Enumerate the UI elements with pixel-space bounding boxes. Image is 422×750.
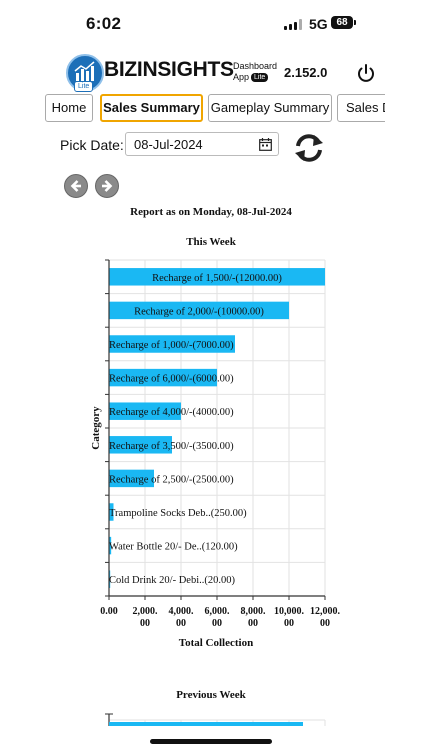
logo-lite-badge: Lite: [74, 81, 94, 92]
app-header: Lite BIZINSIGHTS Dashboard App Lite 2.152…: [0, 52, 422, 92]
chart-logo-icon: [74, 61, 95, 81]
x-tick-label: 2,000. 00: [133, 606, 159, 629]
brand-subtitle-2: App Lite: [233, 72, 269, 83]
bar: [109, 368, 217, 387]
bar-data-label: Recharge of 6,000/-(6000.00): [109, 374, 234, 385]
power-button[interactable]: [355, 62, 377, 84]
bar-data-label: Recharge of 2,500/-(2500.00): [109, 474, 234, 485]
bar: [109, 436, 172, 454]
next-button[interactable]: [95, 174, 119, 198]
refresh-icon[interactable]: [293, 133, 325, 163]
battery-icon: 68: [331, 16, 356, 29]
chart-title-previous-week: Previous Week: [176, 689, 246, 701]
tab-home[interactable]: Home: [45, 94, 93, 122]
bar-data-label: Cold Drink 20/- Debi..(20.00): [109, 575, 235, 586]
brand-subtitle-2-text: App: [233, 72, 250, 82]
bar: [109, 469, 154, 488]
home-indicator: [150, 739, 272, 744]
x-tick-label: 12,000. 00: [310, 606, 341, 629]
brand-name: BIZINSIGHTS: [104, 58, 234, 81]
bar-data-label: Trampoline Socks Deb..(250.00): [109, 508, 247, 519]
tab-bar: Home Sales Summary Gameplay Summary Sale…: [0, 94, 385, 122]
date-picker-row: Pick Date:: [0, 131, 422, 161]
brand-subtitle-1: Dashboard: [233, 61, 278, 71]
previous-icon: [70, 180, 81, 192]
tab-gameplay-summary[interactable]: Gameplay Summary: [208, 94, 332, 122]
bar-data-label: Recharge of 1,000/-(7000.00): [109, 340, 234, 351]
bar-data-label: Recharge of 2,000/-(10000.00): [134, 306, 264, 317]
app-version: 2.152.0: [284, 65, 328, 80]
status-time: 6:02: [86, 14, 122, 33]
pick-date-label: Pick Date:: [60, 137, 124, 153]
bar: [109, 301, 289, 320]
bar: [109, 335, 235, 353]
power-icon: [358, 64, 374, 82]
previous-week-chart: [105, 713, 326, 726]
x-axis-title: Total Collection: [179, 637, 253, 649]
report-title: Report as on Monday, 08-Jul-2024: [130, 206, 292, 218]
bar-data-label: Recharge of 3,500/-(3500.00): [109, 441, 234, 452]
bar: [109, 402, 181, 420]
bar-data-label: Water Bottle 20/- De..(120.00): [109, 542, 238, 553]
bar: [109, 536, 112, 555]
bar-data-label: Recharge of 4,000/-(4000.00): [109, 407, 234, 418]
bar: [109, 268, 325, 286]
x-tick-label: 6,000. 00: [205, 606, 231, 629]
tab-sales-summary[interactable]: Sales Summary: [100, 94, 203, 122]
status-bar: 6:02 5G 68: [0, 0, 422, 50]
x-tick-label: 10,000. 00: [274, 606, 305, 629]
signal-icon: [284, 19, 302, 30]
this-week-chart: Recharge of 1,500/-(12000.00) Recharge of…: [90, 259, 341, 649]
previous-button[interactable]: [64, 174, 88, 198]
calendar-icon[interactable]: [259, 138, 272, 151]
chart-title-this-week: This Week: [186, 236, 236, 248]
next-icon: [102, 180, 113, 192]
y-axis-title: Category: [90, 406, 102, 450]
bar: [109, 503, 114, 521]
lite-badge: Lite: [251, 73, 269, 83]
bar: [109, 722, 303, 726]
date-input[interactable]: [125, 132, 279, 156]
x-tick-label: 0.00: [100, 606, 118, 617]
x-tick-label: 8,000. 00: [241, 606, 267, 629]
bar-data-label: Recharge of 1,500/-(12000.00): [152, 273, 282, 284]
tab-sales-details[interactable]: Sales D: [337, 94, 385, 122]
x-tick-label: 4,000. 00: [169, 606, 195, 629]
battery-level: 68: [336, 17, 348, 28]
network-type: 5G: [309, 16, 328, 32]
